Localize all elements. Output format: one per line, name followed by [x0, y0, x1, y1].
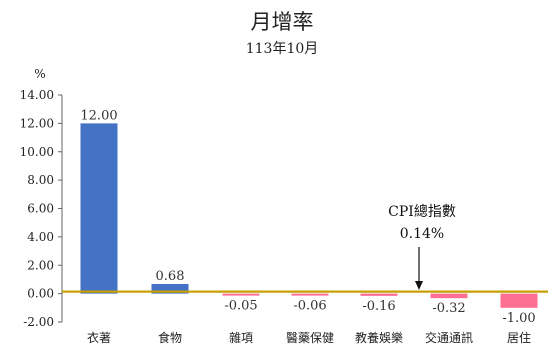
y-tick-label: 14.00	[20, 88, 54, 102]
bar-6	[430, 293, 468, 299]
data-label-4: -0.06	[293, 299, 326, 314]
data-labels: 12.00 0.68 -0.05 -0.06 -0.16 -0.32 -1.00	[80, 108, 535, 325]
data-label-1: 12.00	[80, 108, 117, 123]
y-tick-label: 2.00	[27, 258, 54, 272]
bar-7	[500, 293, 538, 308]
category-label-6: 交通通訊	[425, 330, 473, 345]
data-label-2: 0.68	[156, 269, 185, 284]
category-label-5: 教養娛樂	[355, 330, 403, 345]
chart-subtitle: 113年10月	[246, 41, 319, 57]
y-tick-label: 10.00	[20, 145, 54, 159]
data-label-5: -0.16	[362, 299, 395, 314]
category-label-1: 衣著	[87, 330, 111, 345]
data-label-3: -0.05	[224, 299, 257, 314]
y-tick-label: 6.00	[27, 202, 54, 216]
y-tick-label: -2.00	[23, 315, 54, 329]
category-label-4: 醫藥保健	[286, 331, 334, 345]
data-label-6: -0.32	[432, 301, 465, 316]
category-label-2: 食物	[158, 330, 182, 345]
bar-1	[80, 123, 118, 294]
y-tick-label: 12.00	[20, 116, 54, 130]
cpi-annotation-arrow-head	[415, 281, 423, 290]
bar-4	[291, 293, 329, 296]
y-tick-label: 4.00	[27, 230, 54, 244]
y-tick-label: 0.00	[27, 287, 54, 301]
bar-2	[151, 283, 189, 294]
bar-3	[222, 293, 260, 296]
cpi-annotation-value: 0.14%	[400, 226, 444, 242]
y-axis-unit: %	[34, 67, 45, 81]
data-label-7: -1.00	[502, 311, 535, 326]
bars	[80, 123, 538, 308]
y-tick-label: 8.00	[27, 173, 54, 187]
cpi-annotation-label: CPI總指數	[388, 203, 456, 220]
category-label-3: 雜項	[229, 330, 253, 345]
bar-5	[360, 293, 398, 296]
category-labels: 衣著 食物 雜項 醫藥保健 教養娛樂 交通通訊 居住	[87, 330, 531, 345]
y-axis-ticks: -2.00 0.00 2.00 4.00 6.00 8.00 10.00 12.00 14.00	[20, 88, 62, 329]
chart-title: 月增率	[251, 10, 314, 34]
category-label-7: 居住	[507, 331, 531, 345]
